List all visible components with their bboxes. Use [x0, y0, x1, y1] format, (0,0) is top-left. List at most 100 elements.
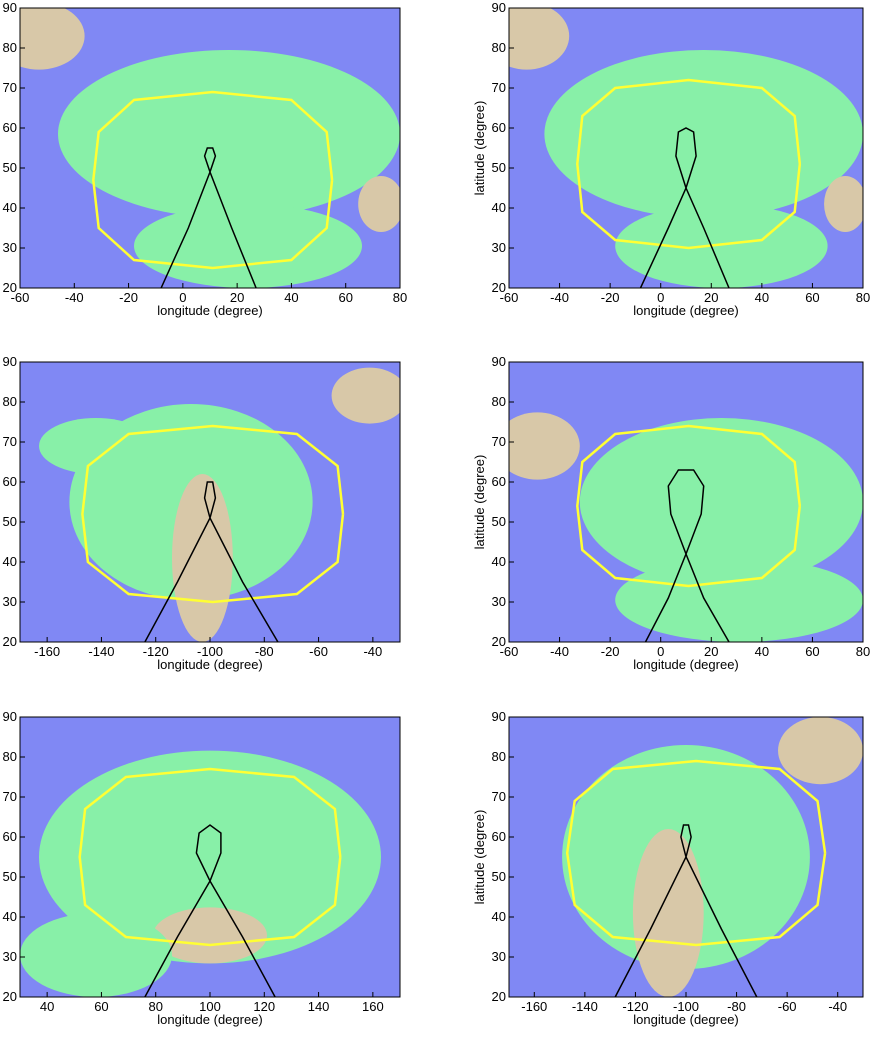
y-tick-label: 30: [3, 594, 17, 609]
y-tick-label: 80: [492, 394, 506, 409]
x-tick-label: -160: [521, 999, 547, 1014]
x-tick-label: 60: [805, 290, 819, 305]
panel: 20 30 40 50 60 70 80 90 40 60 80 100 120 140 160 longit…: [3, 709, 401, 1027]
y-tick-label: 60: [3, 474, 17, 489]
y-tick-label: 20: [3, 280, 17, 295]
y-tick-label: 80: [492, 40, 506, 55]
land-blob: [824, 176, 863, 232]
x-tick-label: -40: [363, 644, 382, 659]
x-tick-label: -40: [828, 999, 847, 1014]
y-tick-label: 30: [492, 594, 506, 609]
x-tick-label: -60: [778, 999, 797, 1014]
x-tick-label: 80: [856, 644, 870, 659]
x-tick-label: -60: [500, 644, 519, 659]
x-axis-label: longitude (degree): [157, 303, 263, 318]
x-tick-label: 80: [856, 290, 870, 305]
y-tick-label: 50: [3, 869, 17, 884]
y-tick-label: 80: [3, 40, 17, 55]
footprint: [576, 78, 802, 250]
y-axis-label: latitude (degree): [472, 101, 487, 196]
y-tick-label: 70: [3, 789, 17, 804]
x-tick-label: -160: [34, 644, 60, 659]
land-blob: [58, 50, 400, 218]
x-tick-label: -140: [572, 999, 598, 1014]
x-tick-label: -20: [601, 290, 620, 305]
x-tick-label: -120: [143, 644, 169, 659]
x-tick-label: -40: [65, 290, 84, 305]
x-tick-label: 0: [657, 644, 664, 659]
x-tick-label: 20: [704, 644, 718, 659]
y-tick-label: 70: [492, 789, 506, 804]
x-tick-label: -100: [673, 999, 699, 1014]
panel: 20 30 40 50 60 70 80 90 -160 -140 -120 -100 -80 -60 -4…: [3, 354, 401, 672]
y-tick-label: 40: [492, 200, 506, 215]
x-tick-label: 100: [199, 999, 221, 1014]
x-tick-label: -20: [119, 290, 138, 305]
y-tick-label: 50: [3, 514, 17, 529]
y-axis-label: latitude (degree): [472, 455, 487, 550]
x-tick-label: 20: [230, 290, 244, 305]
land-blob: [331, 367, 400, 424]
y-tick-label: 80: [3, 749, 17, 764]
y-tick-label: 90: [3, 354, 17, 369]
y-tick-label: 40: [492, 909, 506, 924]
x-tick-label: 0: [657, 290, 664, 305]
land-blob: [544, 50, 863, 218]
y-tick-label: 90: [3, 0, 17, 15]
land-blob: [20, 913, 172, 997]
footprint: [78, 767, 342, 947]
land-blob: [509, 8, 570, 70]
panel: 20 30 40 50 60 70 80 90 -160 -140 -120 -100 -80 -60 -4…: [472, 709, 864, 1027]
land-blob: [172, 474, 233, 642]
ground-track: [614, 824, 758, 997]
x-tick-label: -40: [550, 290, 569, 305]
x-tick-label: 120: [253, 999, 275, 1014]
x-tick-label: -80: [255, 644, 274, 659]
y-tick-label: 60: [492, 829, 506, 844]
y-tick-label: 30: [492, 949, 506, 964]
y-tick-label: 70: [492, 80, 506, 95]
x-tick-label: -60: [11, 290, 30, 305]
map-land: [20, 750, 381, 997]
y-tick-label: 60: [492, 120, 506, 135]
x-tick-label: -120: [622, 999, 648, 1014]
x-tick-label: 40: [284, 290, 298, 305]
y-tick-label: 30: [3, 240, 17, 255]
land-blob: [778, 717, 863, 785]
y-tick-label: 90: [3, 709, 17, 724]
map-land: [509, 8, 863, 288]
y-tick-label: 90: [492, 354, 506, 369]
x-tick-label: 40: [755, 290, 769, 305]
y-tick-label: 40: [3, 554, 17, 569]
x-tick-label: -140: [88, 644, 114, 659]
y-tick-label: 30: [492, 240, 506, 255]
ground-track: [144, 824, 276, 997]
y-tick-label: 90: [492, 709, 506, 724]
y-tick-label: 70: [492, 434, 506, 449]
x-tick-label: 140: [308, 999, 330, 1014]
y-tick-label: 60: [3, 829, 17, 844]
x-tick-label: 80: [148, 999, 162, 1014]
x-tick-label: -40: [550, 644, 569, 659]
y-tick-label: 40: [492, 554, 506, 569]
y-tick-label: 80: [3, 394, 17, 409]
axes-frame: [508, 361, 864, 643]
axes-frame: [19, 7, 401, 289]
panel: 20 30 40 50 60 70 80 90 -60 -40 -20 0 20 40 60 80 longit…: [3, 0, 408, 318]
footprint: [565, 759, 827, 947]
land-blob: [615, 558, 863, 642]
y-tick-label: 20: [492, 280, 506, 295]
ground-track: [144, 481, 279, 642]
y-tick-label: 60: [492, 474, 506, 489]
footprint: [81, 424, 345, 604]
ground-track: [644, 469, 730, 642]
x-tick-label: -20: [601, 644, 620, 659]
y-tick-label: 90: [492, 0, 506, 15]
land-blob: [615, 204, 828, 288]
y-tick-label: 20: [3, 989, 17, 1004]
ground-track: [639, 127, 730, 288]
y-tick-label: 20: [492, 634, 506, 649]
map-land: [20, 8, 400, 288]
y-tick-label: 40: [3, 200, 17, 215]
footprint: [92, 90, 334, 270]
